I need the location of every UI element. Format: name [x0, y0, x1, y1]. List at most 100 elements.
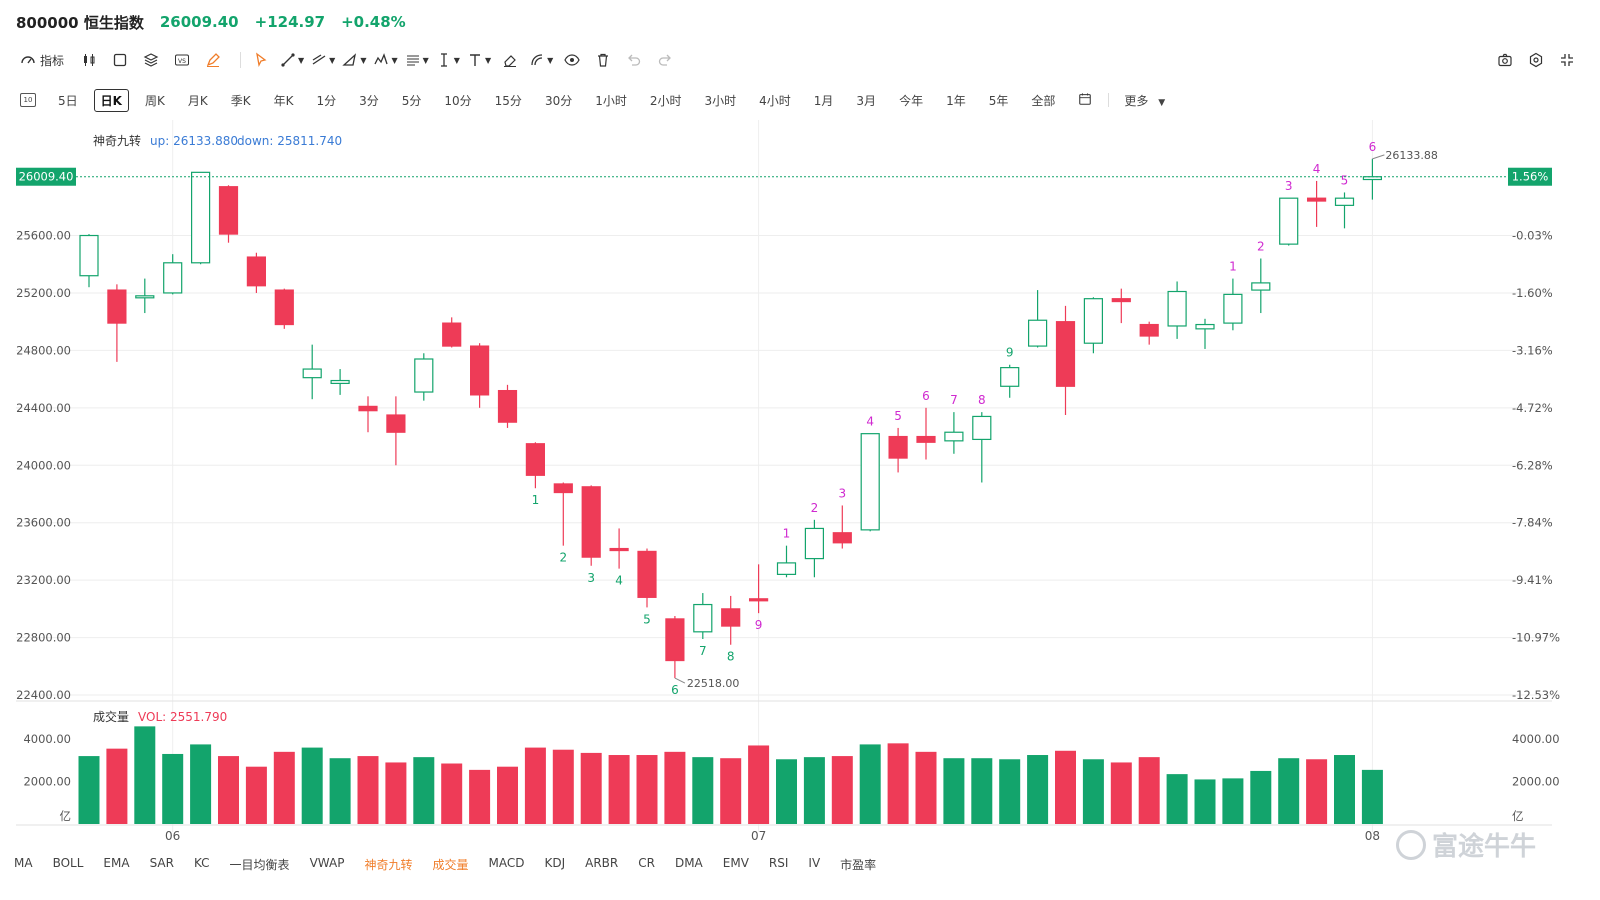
- td-sequence-label: 7: [950, 393, 958, 407]
- volume-bar: [1278, 758, 1300, 824]
- y-tick-label: 22800.00: [16, 631, 71, 645]
- period-1[interactable]: 日K: [93, 88, 129, 112]
- td-sequence-label: 6: [671, 683, 679, 697]
- high-annotation: 26133.88: [1385, 149, 1438, 162]
- period-16[interactable]: 1月: [813, 93, 834, 108]
- period-17[interactable]: 3月: [856, 93, 877, 108]
- indicator-tab-7[interactable]: 神奇九转: [364, 858, 413, 872]
- period-5[interactable]: 年K: [273, 93, 294, 108]
- period-6[interactable]: 1分: [316, 93, 337, 108]
- symbol-title: 800000 恒生指数: [16, 13, 144, 32]
- candle-body: [553, 483, 573, 494]
- high-annotation-line: [1372, 154, 1385, 160]
- volume-bar: [859, 744, 881, 824]
- more-periods-button[interactable]: 更多 ▼: [1117, 89, 1172, 112]
- cursor-icon[interactable]: [249, 48, 273, 72]
- kline-chart[interactable]: 25600.00 -0.03% 25200.00 -1.60% 24800.00 -3.1…: [0, 120, 1600, 850]
- period-4[interactable]: 季K: [230, 93, 251, 108]
- period-21[interactable]: 全部: [1031, 93, 1056, 108]
- period-12[interactable]: 1小时: [595, 93, 627, 108]
- compare-icon[interactable]: VS: [170, 48, 194, 72]
- indicator-button[interactable]: 指标: [14, 48, 70, 72]
- candle-body: [748, 598, 769, 602]
- magnet-tool-icon[interactable]: ▼: [529, 48, 553, 72]
- volume-bar: [357, 756, 379, 824]
- futu-watermark: 富途牛牛: [1396, 826, 1536, 863]
- square-icon[interactable]: [108, 48, 132, 72]
- text-tool-icon[interactable]: ▼: [467, 48, 491, 72]
- indicator-tab-16[interactable]: IV: [808, 856, 821, 870]
- period-13[interactable]: 2小时: [649, 93, 682, 108]
- period-items: 5日 日K 周K 月K 季K 年K 1分 3分 5分 10分 15分 30分 1小时 2小时 3小时 4小时 1…: [51, 88, 1071, 112]
- chevron-down-icon: ▼: [1158, 97, 1166, 108]
- period-2[interactable]: 周K: [144, 93, 165, 108]
- indicator-tab-5[interactable]: 一目均衡表: [229, 858, 290, 872]
- price-change: +124.97: [254, 13, 326, 31]
- period-8[interactable]: 5分: [401, 93, 422, 108]
- period-20[interactable]: 5年: [988, 93, 1009, 108]
- indicator-tab-4[interactable]: KC: [193, 856, 210, 870]
- visibility-icon[interactable]: [560, 48, 584, 72]
- indicator-tab-1[interactable]: BOLL: [52, 856, 84, 870]
- y-tick-label-pct: -1.60%: [1512, 286, 1553, 300]
- volume-tick-label-right: 2000.00: [1512, 775, 1560, 789]
- last-price-tag: [16, 167, 76, 186]
- indicator-tab-8[interactable]: 成交量: [432, 858, 469, 872]
- indicator-tab-2[interactable]: EMA: [103, 856, 130, 870]
- period-11[interactable]: 30分: [544, 93, 573, 108]
- brush-icon[interactable]: [201, 48, 225, 72]
- period-10[interactable]: 15分: [494, 93, 522, 108]
- jiuzhuan-label: 神奇九转: [93, 133, 141, 148]
- indicator-tab-6[interactable]: VWAP: [309, 856, 345, 870]
- indicator-tab-14[interactable]: EMV: [722, 856, 749, 870]
- y-tick-label: 24000.00: [16, 458, 71, 472]
- indicator-tab-9[interactable]: MACD: [488, 856, 525, 870]
- candle-body: [693, 603, 713, 633]
- period-19[interactable]: 1年: [946, 93, 966, 108]
- volume-label: 成交量: [93, 709, 129, 724]
- undo-icon[interactable]: [622, 48, 646, 72]
- candle-body: [665, 618, 685, 662]
- indicator-tab-10[interactable]: KDJ: [544, 856, 566, 870]
- line-tool-icon[interactable]: ▼: [280, 48, 304, 72]
- trash-icon[interactable]: [591, 48, 615, 72]
- period-3[interactable]: 月K: [187, 93, 208, 108]
- volume-bar: [1055, 750, 1076, 824]
- ray-tool-icon[interactable]: ▼: [311, 48, 335, 72]
- watermark-text: 富途牛牛: [1432, 832, 1537, 862]
- indicator-tab-3[interactable]: SAR: [149, 856, 174, 870]
- period-toggle-icon[interactable]: 10: [14, 90, 42, 110]
- measure-tool-icon[interactable]: ▼: [440, 53, 460, 67]
- period-9[interactable]: 10分: [444, 93, 472, 108]
- indicator-tab-15[interactable]: RSI: [768, 856, 789, 870]
- fib-tool-icon[interactable]: ▼: [406, 55, 429, 66]
- td-sequence-label: 3: [838, 486, 846, 500]
- indicator-tab-11[interactable]: ARBR: [585, 856, 619, 870]
- period-18[interactable]: 今年: [899, 93, 924, 108]
- period-15[interactable]: 4小时: [759, 93, 791, 108]
- period-7[interactable]: 3分: [359, 93, 379, 108]
- eraser-icon[interactable]: [498, 48, 522, 72]
- volume-bar: [134, 726, 156, 824]
- x-tick-label: 06: [165, 829, 180, 843]
- indicator-tab-13[interactable]: DMA: [674, 856, 703, 870]
- pattern-tool-icon[interactable]: ▼: [373, 48, 398, 72]
- indicator-tab-0[interactable]: MA: [14, 856, 33, 870]
- td-sequence-label: 2: [559, 551, 567, 565]
- triangle-tool-icon[interactable]: ▼: [342, 48, 366, 72]
- indicator-tab-12[interactable]: CR: [638, 856, 655, 870]
- redo-icon[interactable]: [653, 48, 677, 72]
- candle-type-icon[interactable]: [77, 48, 101, 72]
- period-14[interactable]: 3小时: [704, 93, 737, 108]
- period-0[interactable]: 5日: [58, 93, 78, 108]
- layers-icon[interactable]: [139, 48, 163, 72]
- td-sequence-label: 5: [1341, 173, 1349, 187]
- candle-body: [888, 435, 908, 459]
- indicator-tab-17[interactable]: 市盈率: [840, 858, 877, 872]
- settings-icon[interactable]: [1524, 48, 1548, 72]
- collapse-icon[interactable]: [1555, 48, 1579, 72]
- candle-body: [330, 379, 350, 385]
- calendar-icon[interactable]: [1071, 89, 1099, 112]
- candle-body: [442, 322, 462, 347]
- camera-icon[interactable]: [1493, 48, 1517, 72]
